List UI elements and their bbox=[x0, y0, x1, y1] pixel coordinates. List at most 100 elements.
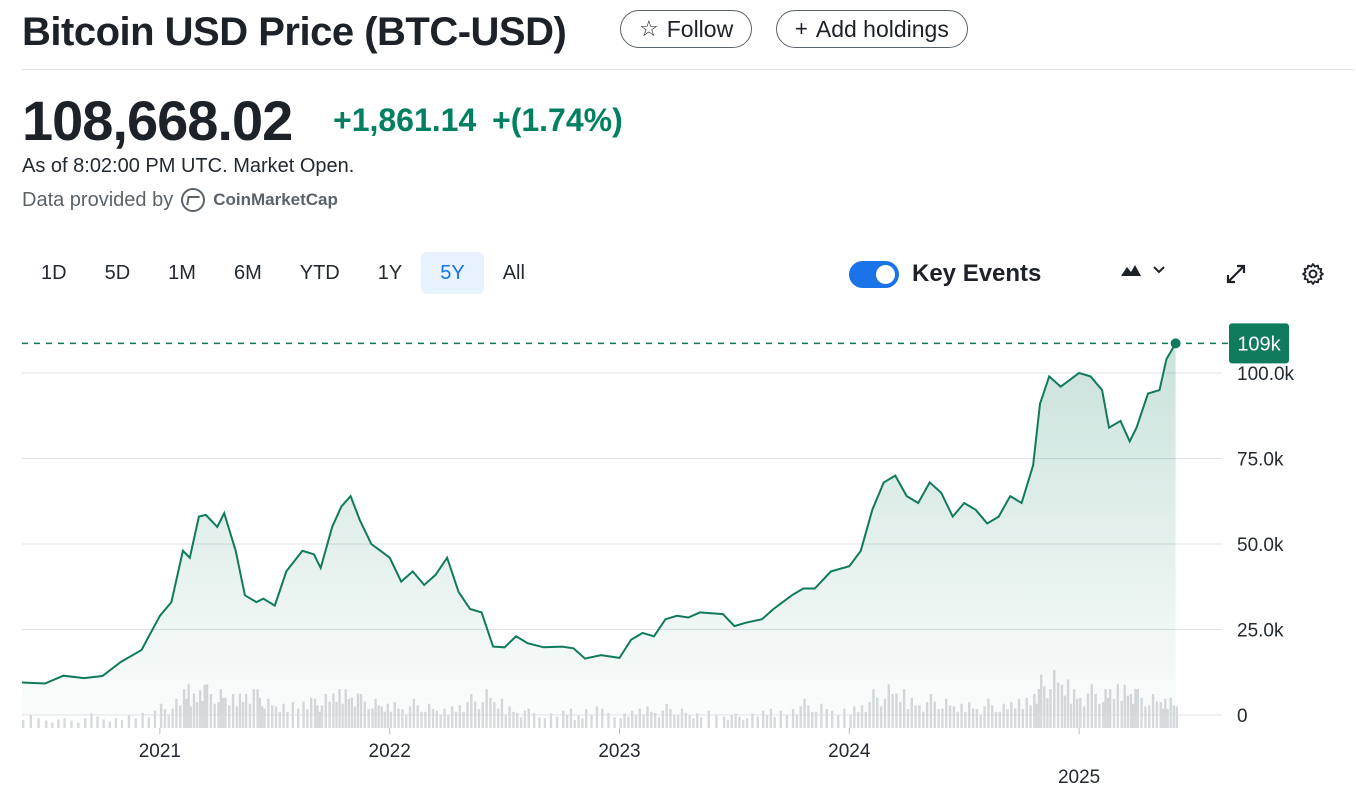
volume-bar bbox=[918, 705, 921, 728]
volume-bar bbox=[684, 712, 688, 728]
volume-bar bbox=[377, 705, 380, 728]
coinmarketcap-logo-icon bbox=[181, 188, 206, 212]
range-5y[interactable]: 5Y bbox=[421, 252, 484, 294]
volume-bar bbox=[504, 714, 507, 728]
volume-bar bbox=[1166, 709, 1169, 728]
volume-bar bbox=[367, 709, 370, 728]
volume-bar bbox=[458, 705, 462, 728]
volume-bar bbox=[228, 705, 231, 728]
volume-bar bbox=[585, 709, 588, 728]
volume-bar bbox=[692, 718, 695, 728]
volume-bar bbox=[569, 708, 573, 728]
volume-bar bbox=[860, 705, 864, 728]
volume-bar bbox=[785, 715, 789, 728]
volume-bar bbox=[696, 713, 699, 728]
add-holdings-label: Add holdings bbox=[815, 15, 949, 42]
volume-bar bbox=[925, 702, 929, 728]
range-all[interactable]: All bbox=[502, 262, 525, 284]
volume-bar bbox=[680, 708, 684, 728]
volume-bar bbox=[941, 708, 944, 728]
volume-bar bbox=[167, 714, 170, 728]
volume-bar bbox=[994, 711, 998, 728]
y-tick-label: 0 bbox=[1237, 706, 1248, 727]
volume-bar bbox=[527, 708, 530, 728]
volume-bar bbox=[424, 711, 427, 728]
volume-bar bbox=[380, 706, 383, 728]
volume-bar bbox=[450, 706, 454, 728]
price-change-percent: +(1.74%) bbox=[492, 102, 623, 138]
expand-icon bbox=[1226, 264, 1246, 284]
volume-bar bbox=[549, 713, 553, 728]
volume-bar bbox=[278, 711, 282, 728]
range-1m[interactable]: 1M bbox=[168, 262, 196, 284]
volume-bar bbox=[825, 709, 828, 728]
follow-button[interactable]: ☆ Follow bbox=[620, 10, 753, 48]
volume-bar bbox=[1102, 702, 1105, 728]
volume-bar bbox=[114, 718, 118, 728]
y-tick-label: 25.0k bbox=[1237, 621, 1284, 642]
volume-bar bbox=[29, 715, 33, 728]
volume-bar bbox=[195, 702, 199, 728]
range-ytd[interactable]: YTD bbox=[299, 262, 340, 284]
x-tick-label: 2022 bbox=[369, 741, 411, 762]
volume-bar bbox=[601, 708, 604, 728]
range-5d[interactable]: 5D bbox=[104, 262, 131, 284]
range-1d[interactable]: 1D bbox=[41, 262, 67, 284]
volume-bar bbox=[968, 702, 971, 728]
volume-bar bbox=[153, 710, 157, 728]
volume-bar bbox=[462, 711, 465, 728]
volume-bar bbox=[523, 710, 527, 728]
volume-bar bbox=[217, 702, 220, 728]
volume-bar bbox=[496, 708, 500, 728]
volume-bar bbox=[171, 708, 174, 728]
volume-bar bbox=[795, 714, 799, 728]
volume-bar bbox=[443, 708, 446, 728]
chart-type-button[interactable] bbox=[1120, 262, 1166, 278]
volume-bar bbox=[401, 709, 404, 728]
volume-bar bbox=[1029, 705, 1032, 728]
volume-bar bbox=[1098, 703, 1101, 728]
expand-button[interactable] bbox=[1220, 258, 1252, 290]
settings-button[interactable] bbox=[1297, 258, 1329, 290]
volume-bar bbox=[22, 719, 25, 728]
volume-bar bbox=[565, 715, 569, 728]
volume-bar bbox=[856, 711, 860, 728]
volume-bar bbox=[477, 709, 481, 728]
volume-bar bbox=[516, 712, 519, 728]
volume-bar bbox=[613, 717, 616, 728]
volume-bar bbox=[179, 705, 182, 728]
volume-bar bbox=[661, 710, 665, 728]
volume-bar bbox=[241, 702, 245, 728]
range-1y[interactable]: 1Y bbox=[377, 262, 403, 284]
price-chart[interactable]: 109k 100.0k 75.0k 50.0k 25.0k 0 2021 2022 2023… bbox=[0, 300, 1356, 805]
range-6m[interactable]: 6M bbox=[233, 262, 262, 284]
volume-bar bbox=[1010, 702, 1013, 728]
volume-bar bbox=[1172, 705, 1175, 728]
volume-bar bbox=[906, 709, 910, 728]
volume-bar bbox=[393, 702, 396, 728]
volume-bar bbox=[335, 702, 338, 728]
volume-bar bbox=[389, 711, 393, 728]
y-axis: 100.0k 75.0k 50.0k 25.0k 0 bbox=[1237, 364, 1295, 727]
volume-bar bbox=[726, 719, 730, 728]
volume-bar bbox=[291, 702, 295, 728]
x-tick-label: 2024 bbox=[828, 741, 871, 762]
mountain-chart-icon bbox=[1121, 265, 1141, 276]
volume-bar bbox=[742, 719, 745, 728]
provider-name[interactable]: CoinMarketCap bbox=[213, 190, 338, 209]
volume-bar bbox=[769, 708, 773, 728]
volume-bar bbox=[51, 722, 54, 728]
key-events-toggle[interactable] bbox=[849, 261, 899, 288]
volume-bar bbox=[96, 716, 99, 728]
volume-bar bbox=[371, 708, 374, 728]
x-axis: 2021 2022 2023 2024 2025 bbox=[139, 728, 1100, 788]
volume-bar bbox=[189, 706, 193, 728]
volume-bar bbox=[722, 716, 726, 728]
x-tick-label: 2023 bbox=[598, 741, 640, 762]
volume-bar bbox=[820, 703, 823, 728]
volume-bar bbox=[948, 705, 952, 728]
volume-bar bbox=[386, 703, 390, 728]
volume-bar bbox=[914, 705, 917, 728]
add-holdings-button[interactable]: + Add holdings bbox=[776, 10, 968, 48]
volume-bar bbox=[481, 702, 485, 728]
